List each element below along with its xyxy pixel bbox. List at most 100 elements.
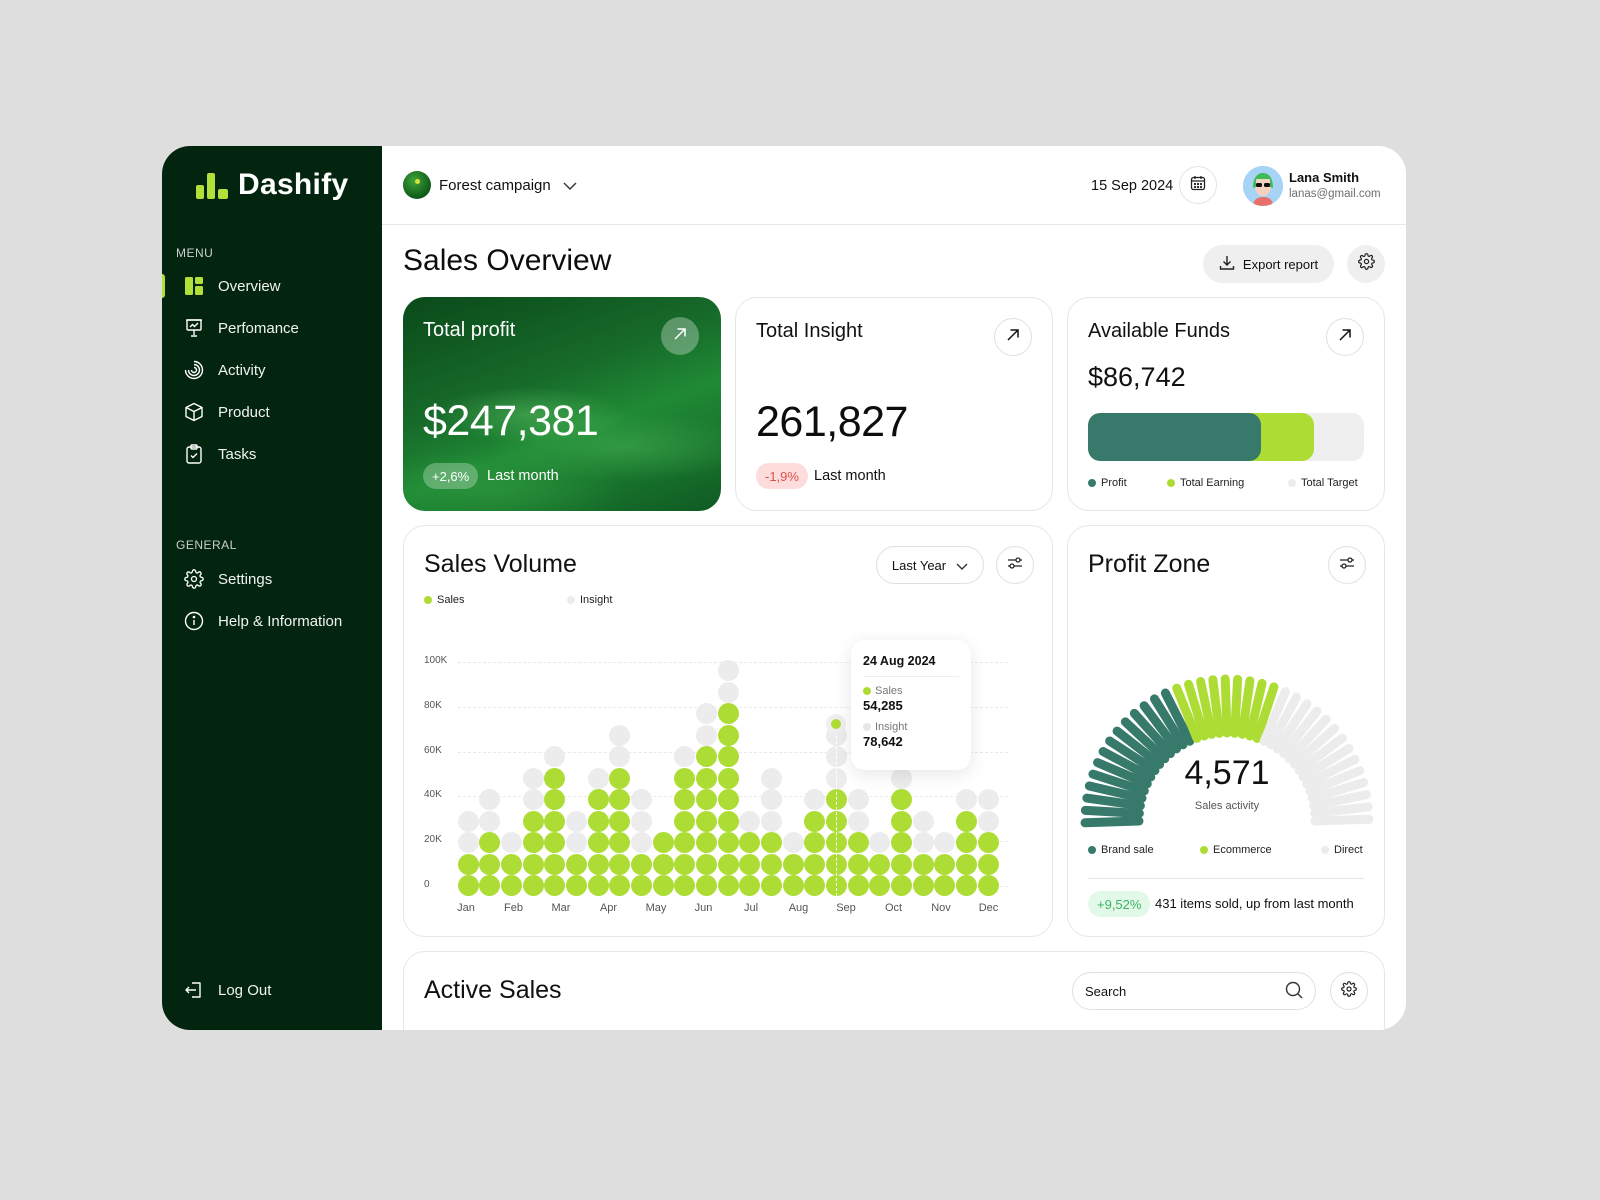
sidebar-item-tasks[interactable]: Tasks — [162, 436, 382, 472]
gauge-tick — [1080, 816, 1144, 828]
search-placeholder: Search — [1085, 983, 1127, 999]
tooltip-insight-value: 78,642 — [863, 734, 903, 749]
gauge-caption: Sales activity — [1194, 800, 1260, 812]
campaign-selector[interactable]: Forest campaign — [403, 171, 577, 199]
x-axis-tick: Aug — [788, 902, 809, 914]
insight-bead — [609, 724, 631, 746]
sales-bead — [674, 832, 696, 853]
sales-bead — [760, 875, 782, 896]
sales-bead — [587, 853, 609, 875]
logo[interactable]: Dashify — [196, 168, 348, 202]
info-icon — [184, 611, 204, 631]
legend-dot — [1321, 846, 1329, 854]
gauge-tick — [1245, 678, 1267, 741]
page-title: Sales Overview — [403, 244, 612, 277]
period-select[interactable]: Last Year — [876, 546, 984, 584]
page-settings-button[interactable] — [1347, 245, 1385, 283]
gauge-tick — [1252, 682, 1279, 743]
calendar-button[interactable] — [1179, 166, 1217, 204]
export-report-button[interactable]: Export report — [1203, 245, 1334, 283]
sales-bead — [717, 724, 739, 746]
change-note: Last month — [814, 468, 886, 484]
sales-bead — [522, 875, 544, 896]
sales-bead — [674, 789, 696, 810]
insight-bead — [695, 703, 717, 724]
gauge-tick — [1160, 688, 1195, 746]
sliders-icon — [1007, 556, 1023, 575]
user-name: Lana Smith — [1289, 170, 1360, 185]
total-insight-card: Total Insight 261,827 -1,9% Last month — [735, 297, 1053, 511]
activity-rings-icon — [184, 360, 204, 380]
gear-icon — [1357, 253, 1375, 275]
sales-bead — [695, 810, 717, 832]
x-axis-tick: Sep — [836, 902, 856, 914]
y-axis-tick: 100K — [424, 655, 448, 666]
insight-bead — [869, 832, 891, 853]
search-input[interactable]: Search — [1072, 972, 1316, 1010]
insight-bead — [609, 746, 631, 767]
y-axis-tick: 80K — [424, 699, 442, 711]
gauge-tick — [1208, 675, 1224, 738]
sales-bead — [869, 875, 891, 896]
logout-button[interactable]: Log Out — [162, 972, 382, 1008]
sales-bead — [544, 832, 566, 853]
download-icon — [1219, 255, 1235, 274]
insight-bead — [977, 789, 999, 810]
sales-bead — [674, 853, 696, 875]
change-badge: +2,6% — [423, 463, 479, 489]
active-sales-card: Active Sales Search — [403, 951, 1385, 1030]
sales-bead — [652, 853, 674, 875]
sidebar-item-help[interactable]: Help & Information — [162, 603, 382, 639]
sales-bead — [912, 875, 934, 896]
user-avatar[interactable] — [1243, 166, 1283, 206]
open-available-funds-button[interactable] — [1326, 318, 1364, 356]
gauge-tick — [1266, 692, 1301, 750]
sales-volume-filter-button[interactable] — [996, 546, 1034, 584]
change-note: Last month — [487, 468, 559, 484]
sales-bead — [609, 832, 631, 853]
card-title: Active Sales — [424, 976, 562, 1004]
legend-ecommerce: Ecommerce — [1200, 844, 1272, 856]
insight-bead — [847, 810, 869, 832]
insight-bead — [717, 681, 739, 703]
active-sales-settings-button[interactable] — [1330, 972, 1368, 1010]
sales-bead — [695, 789, 717, 810]
tooltip-insight-label: Insight — [863, 721, 959, 733]
insight-bead — [739, 810, 761, 832]
insight-bead — [890, 767, 912, 789]
hover-marker[interactable] — [826, 714, 847, 734]
open-total-profit-button[interactable] — [661, 317, 699, 355]
sidebar-item-settings[interactable]: Settings — [162, 561, 382, 597]
gauge-tick — [1237, 676, 1255, 739]
sales-bead — [804, 810, 826, 832]
sales-bead — [890, 875, 912, 896]
open-total-insight-button[interactable] — [994, 318, 1032, 356]
sidebar-item-activity[interactable]: Activity — [162, 352, 382, 388]
x-axis-tick: Feb — [504, 902, 523, 914]
sidebar-item-product[interactable]: Product — [162, 394, 382, 430]
card-title: Total profit — [423, 319, 516, 341]
insight-bead — [934, 832, 956, 853]
sidebar-item-label: Settings — [218, 570, 273, 588]
export-report-label: Export report — [1242, 256, 1319, 272]
sales-bead — [587, 875, 609, 896]
y-axis-tick: 60K — [424, 744, 442, 756]
insight-bead — [630, 789, 652, 810]
sales-bead — [847, 853, 869, 875]
sales-bead — [760, 853, 782, 875]
profit-zone-filter-button[interactable] — [1328, 546, 1366, 584]
sales-bead — [847, 832, 869, 853]
insight-bead — [912, 810, 934, 832]
sales-volume-card: 0 20K 40K 60K 80K 100K Jan Feb Mar Apr May Jun Jul Au… — [403, 525, 1053, 937]
sales-bead — [565, 853, 587, 875]
insight-bead — [955, 789, 977, 810]
sidebar-item-performance[interactable]: Perfomance — [162, 310, 382, 346]
available-funds-value: $86,742 — [1088, 362, 1186, 392]
sales-bead — [500, 853, 522, 875]
sales-bead — [847, 875, 869, 896]
gauge-tick — [1279, 706, 1322, 759]
sidebar-item-overview[interactable]: Overview — [162, 268, 382, 304]
gauge-tick — [1120, 717, 1170, 764]
divider — [1088, 878, 1364, 879]
legend-total-target: Total Target — [1288, 477, 1358, 489]
